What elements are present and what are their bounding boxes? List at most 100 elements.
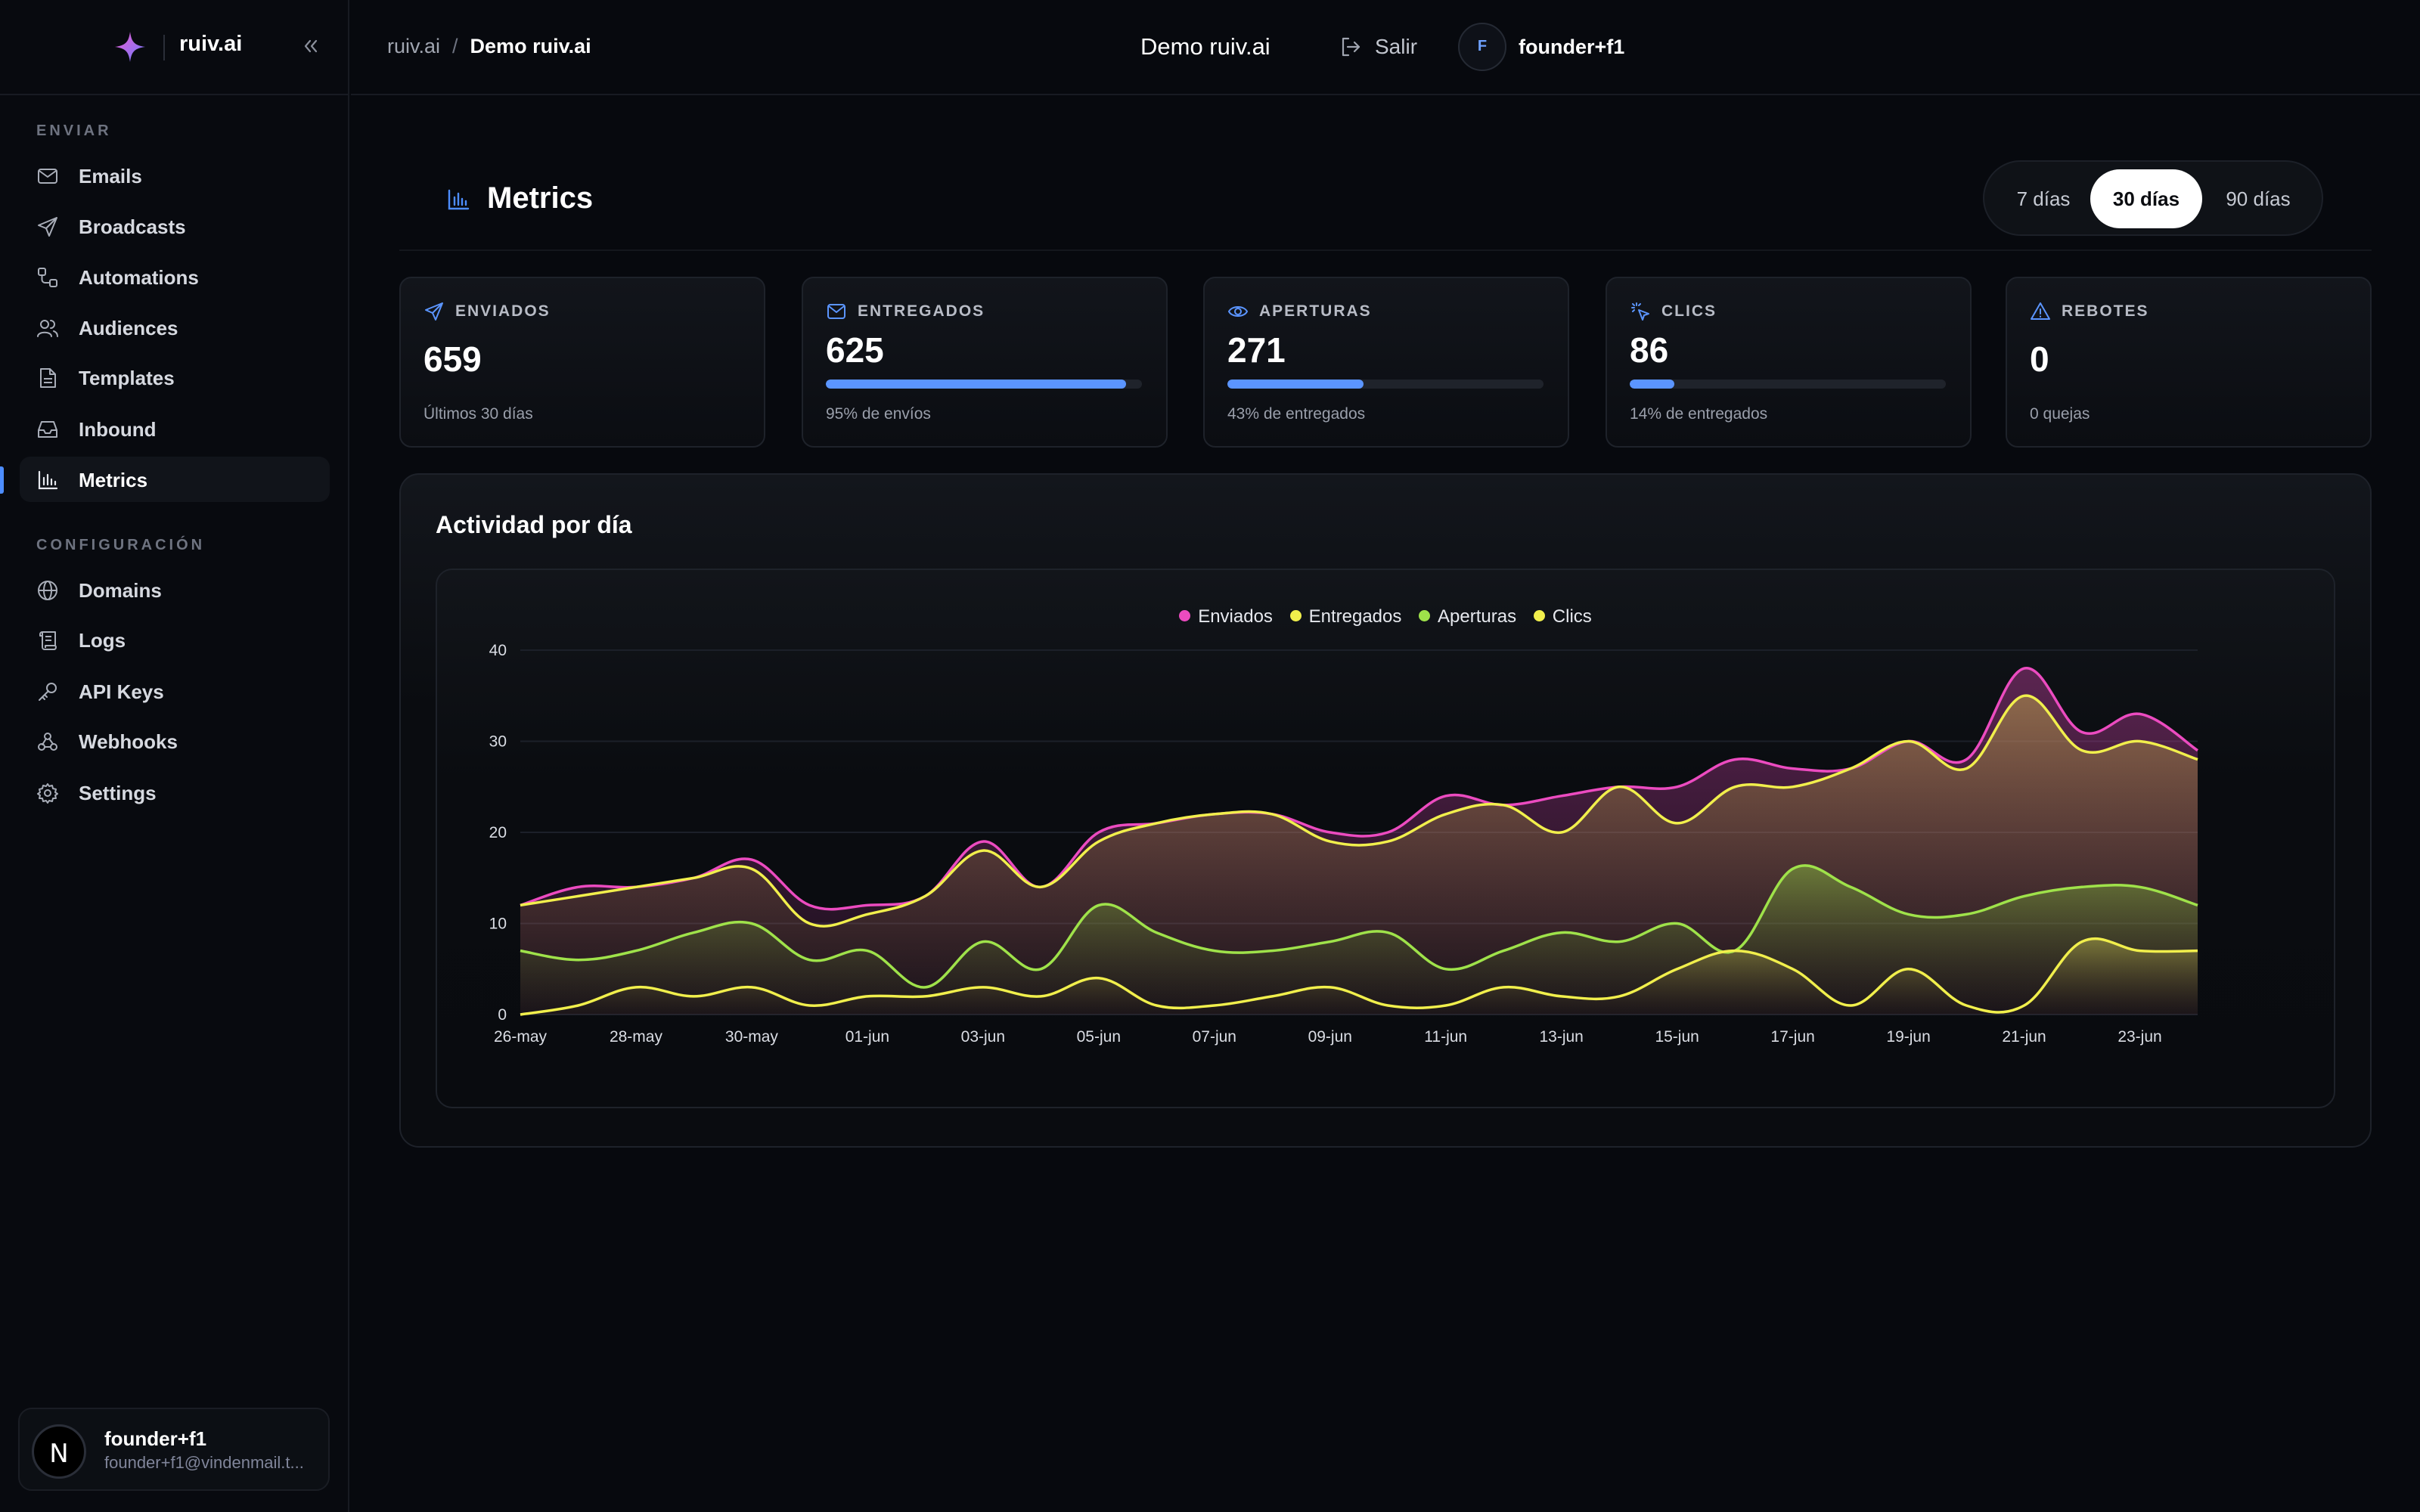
eye-icon bbox=[1227, 306, 1249, 317]
activity-title: Actividad por día bbox=[436, 511, 632, 538]
stat-value: 0 bbox=[2030, 339, 2049, 379]
sidebar-item-broadcasts[interactable]: Broadcasts bbox=[20, 203, 330, 249]
line-enviados[interactable] bbox=[520, 667, 2198, 911]
x-axis: 26-may 28-may 30-may 01-jun 03-jun 05-jun 07-j… bbox=[494, 1028, 2162, 1046]
progress-bar bbox=[826, 380, 1142, 389]
y-tick-label: 20 bbox=[489, 824, 507, 841]
sidebar-item-metrics[interactable]: Metrics bbox=[20, 457, 330, 502]
collapse-sidebar-icon[interactable] bbox=[299, 35, 322, 57]
sidebar-item-inbound[interactable]: Inbound bbox=[20, 406, 330, 451]
chart-plot: 0 10 20 30 40 26-may 28-may 30-may 01-jun 03-jun… bbox=[489, 642, 2198, 1046]
logout-icon bbox=[1342, 37, 1360, 57]
x-tick-label: 21-jun bbox=[2002, 1028, 2046, 1046]
progress-fill bbox=[1227, 380, 1364, 389]
stat-card-enviados: ENVIADOS 659 Últimos 30 días bbox=[399, 277, 765, 448]
legend-item-clics[interactable]: Clics bbox=[1533, 606, 1592, 627]
sidebar-item-label: Broadcasts bbox=[79, 215, 186, 238]
sidebar-item-label: Templates bbox=[79, 367, 175, 389]
breadcrumb: ruiv.ai / Demo ruiv.ai bbox=[387, 35, 591, 57]
brand-name[interactable]: ruiv.ai bbox=[179, 32, 243, 56]
legend-swatch bbox=[1179, 610, 1191, 622]
sidebar-item-automations[interactable]: Automations bbox=[20, 254, 330, 299]
sidebar-item-emails[interactable]: Emails bbox=[20, 153, 330, 198]
gear-icon bbox=[37, 783, 58, 804]
stat-label: ENTREGADOS bbox=[858, 302, 985, 320]
progress-fill bbox=[826, 380, 1127, 389]
breadcrumb-current: Demo ruiv.ai bbox=[470, 35, 591, 57]
sidebar-item-templates[interactable]: Templates bbox=[20, 355, 330, 400]
sidebar-user-card[interactable]: N founder+f1 founder+f1@vindenmail.t... bbox=[18, 1408, 330, 1491]
area-clics bbox=[520, 938, 2198, 1015]
active-indicator bbox=[0, 466, 4, 494]
section-label-enviar: ENVIAR bbox=[36, 122, 112, 139]
line-entregados[interactable] bbox=[520, 694, 2198, 928]
sidebar-item-label: Emails bbox=[79, 165, 142, 187]
mail-icon bbox=[827, 304, 845, 319]
y-tick-label: 0 bbox=[498, 1006, 507, 1024]
stat-card-clics: CLICS 86 14% de entregados bbox=[1606, 277, 1972, 448]
x-tick-label: 15-jun bbox=[1655, 1028, 1699, 1046]
chart-lines bbox=[520, 667, 2198, 1016]
legend-item-aperturas[interactable]: Aperturas bbox=[1419, 606, 1516, 627]
workflow-icon bbox=[38, 268, 57, 287]
globe-icon bbox=[38, 581, 57, 600]
x-tick-label: 30-may bbox=[725, 1028, 779, 1046]
range-90-days[interactable]: 90 días bbox=[2226, 187, 2291, 210]
bar-chart-icon bbox=[38, 470, 58, 490]
sidebar-item-label: Domains bbox=[79, 579, 162, 602]
stat-label: APERTURAS bbox=[1259, 302, 1372, 320]
x-tick-label: 01-jun bbox=[845, 1028, 889, 1046]
line-clics[interactable] bbox=[520, 937, 2198, 1016]
stat-label: REBOTES bbox=[2062, 302, 2149, 320]
x-tick-label: 17-jun bbox=[1770, 1028, 1814, 1046]
page-title: Metrics bbox=[487, 181, 594, 215]
sidebar-item-webhooks[interactable]: Webhooks bbox=[20, 718, 330, 764]
range-7-days[interactable]: 7 días bbox=[2016, 187, 2071, 210]
avatar: F bbox=[1458, 23, 1506, 71]
x-tick-label: 28-may bbox=[610, 1028, 663, 1046]
stat-card-aperturas: APERTURAS 271 43% de entregados bbox=[1203, 277, 1569, 448]
stat-subtext: Últimos 30 días bbox=[424, 405, 533, 423]
sidebar-item-label: Logs bbox=[79, 629, 126, 652]
stat-subtext: 43% de entregados bbox=[1227, 405, 1366, 423]
sidebar-item-domains[interactable]: Domains bbox=[20, 567, 330, 612]
x-tick-label: 13-jun bbox=[1539, 1028, 1583, 1046]
line-aperturas[interactable] bbox=[520, 864, 2198, 989]
breadcrumb-root[interactable]: ruiv.ai bbox=[387, 35, 441, 57]
stat-label: CLICS bbox=[1661, 302, 1717, 320]
sidebar-item-label: Metrics bbox=[79, 469, 148, 491]
top-bar: ruiv.ai / Demo ruiv.ai Demo ruiv.ai Salir … bbox=[351, 0, 2420, 95]
brand-header: ruiv.ai bbox=[0, 0, 349, 95]
y-axis: 0 10 20 30 40 bbox=[489, 642, 507, 1024]
sidebar-item-audiences[interactable]: Audiences bbox=[20, 305, 330, 350]
stat-card-entregados: ENTREGADOS 625 95% de envíos bbox=[802, 277, 1168, 448]
progress-fill bbox=[1630, 380, 1674, 389]
range-30-days[interactable]: 30 días bbox=[2090, 169, 2202, 228]
chart-legend: Enviados Entregados Aperturas Clics bbox=[437, 606, 2334, 627]
stat-value: 625 bbox=[826, 330, 884, 370]
page-header: Metrics bbox=[399, 160, 2372, 251]
legend-item-entregados[interactable]: Entregados bbox=[1289, 606, 1401, 627]
sidebar-item-label: Inbound bbox=[79, 418, 157, 441]
sidebar-item-logs[interactable]: Logs bbox=[20, 617, 330, 662]
x-tick-label: 11-jun bbox=[1424, 1028, 1467, 1046]
x-tick-label: 03-jun bbox=[961, 1028, 1005, 1046]
sidebar-item-settings[interactable]: Settings bbox=[20, 770, 330, 815]
file-text-icon bbox=[40, 368, 56, 388]
stat-value: 86 bbox=[1630, 330, 1669, 370]
x-tick-label: 26-may bbox=[494, 1028, 548, 1046]
x-tick-label: 05-jun bbox=[1077, 1028, 1121, 1046]
sidebar: ruiv.ai ENVIAR Emails Broadcasts Automat… bbox=[0, 0, 349, 1512]
activity-card: Actividad por día Enviados Entregados Ap… bbox=[399, 473, 2372, 1148]
chart-areas bbox=[520, 668, 2198, 1015]
sidebar-item-api-keys[interactable]: API Keys bbox=[20, 668, 330, 714]
sparkle-logo-icon bbox=[115, 32, 145, 62]
legend-item-enviados[interactable]: Enviados bbox=[1179, 606, 1273, 627]
send-icon bbox=[425, 302, 443, 321]
x-tick-label: 09-jun bbox=[1308, 1028, 1352, 1046]
y-tick-label: 40 bbox=[489, 642, 507, 659]
stat-label: ENVIADOS bbox=[455, 302, 551, 320]
stat-subtext: 95% de envíos bbox=[826, 405, 931, 423]
activity-chart: Enviados Entregados Aperturas Clics bbox=[436, 569, 2335, 1108]
user-name: founder+f1 bbox=[104, 1427, 207, 1450]
